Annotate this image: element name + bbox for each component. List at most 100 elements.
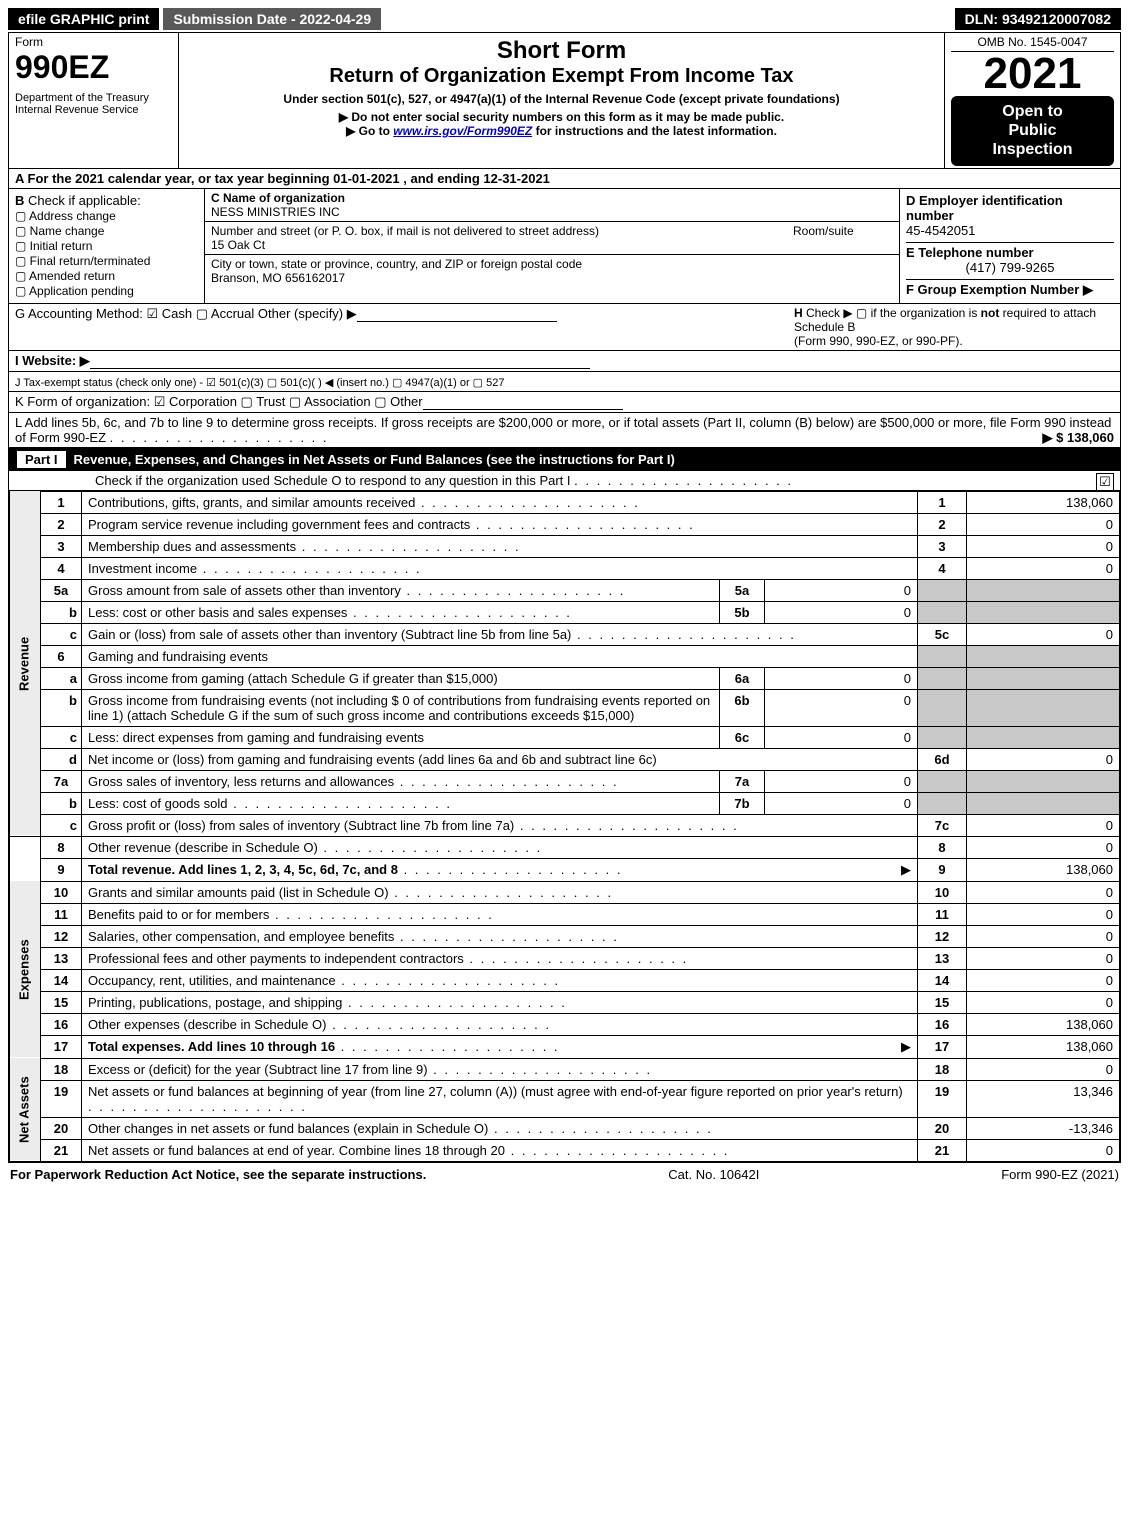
l15-val: 0 bbox=[967, 991, 1120, 1013]
submission-date-button[interactable]: Submission Date - 2022-04-29 bbox=[163, 8, 381, 30]
l17-ln: 17 bbox=[918, 1035, 967, 1058]
l21-val: 0 bbox=[967, 1139, 1120, 1161]
l12-ln: 12 bbox=[918, 925, 967, 947]
l4-ln: 4 bbox=[918, 557, 967, 579]
l3-ln: 3 bbox=[918, 535, 967, 557]
l7c-desc: Gross profit or (loss) from sales of inv… bbox=[88, 818, 514, 833]
part-1-sub: Check if the organization used Schedule … bbox=[95, 473, 571, 488]
l6a-desc: Gross income from gaming (attach Schedul… bbox=[88, 671, 498, 686]
tax-year: 2021 bbox=[951, 52, 1114, 96]
phone-value: (417) 799-9265 bbox=[906, 260, 1114, 275]
open-line-1: Open to bbox=[957, 102, 1108, 121]
l6-num: 6 bbox=[41, 645, 82, 667]
l12-desc: Salaries, other compensation, and employ… bbox=[88, 929, 394, 944]
irs-link[interactable]: www.irs.gov/Form990EZ bbox=[393, 124, 532, 138]
row-j-tax-exempt: J Tax-exempt status (check only one) - ☑… bbox=[9, 372, 1120, 392]
l10-desc: Grants and similar amounts paid (list in… bbox=[88, 885, 389, 900]
l8-num: 8 bbox=[41, 836, 82, 858]
lines-table: Revenue 1 Contributions, gifts, grants, … bbox=[9, 491, 1120, 1162]
l16-ln: 16 bbox=[918, 1013, 967, 1035]
l3-val: 0 bbox=[967, 535, 1120, 557]
addr-label: Number and street (or P. O. box, if mail… bbox=[211, 224, 599, 238]
efile-button[interactable]: efile GRAPHIC print bbox=[8, 8, 159, 30]
l9-num: 9 bbox=[41, 858, 82, 881]
l6c-sl: 6c bbox=[720, 726, 765, 748]
l6a-sl: 6a bbox=[720, 667, 765, 689]
l3-num: 3 bbox=[41, 535, 82, 557]
city-label: City or town, state or province, country… bbox=[211, 257, 582, 271]
chk-final-return[interactable]: Final return/terminated bbox=[15, 254, 198, 268]
l7b-desc: Less: cost of goods sold bbox=[88, 796, 227, 811]
l8-desc: Other revenue (describe in Schedule O) bbox=[88, 840, 318, 855]
revenue-label: Revenue bbox=[10, 491, 41, 836]
l5a-sv: 0 bbox=[765, 579, 918, 601]
l6b-sl: 6b bbox=[720, 689, 765, 726]
l11-val: 0 bbox=[967, 903, 1120, 925]
l21-num: 21 bbox=[41, 1139, 82, 1161]
l6b-desc: Gross income from fundraising events (no… bbox=[88, 693, 710, 723]
chk-initial-return[interactable]: Initial return bbox=[15, 239, 198, 253]
form-word: Form bbox=[15, 35, 172, 49]
part-1-check[interactable]: ☑ bbox=[1096, 473, 1114, 491]
l6b-num: b bbox=[41, 689, 82, 726]
l7b-sl: 7b bbox=[720, 792, 765, 814]
dept-line-1: Department of the Treasury bbox=[15, 92, 172, 104]
l7c-ln: 7c bbox=[918, 814, 967, 836]
l7a-desc: Gross sales of inventory, less returns a… bbox=[88, 774, 394, 789]
l7c-val: 0 bbox=[967, 814, 1120, 836]
l18-desc: Excess or (deficit) for the year (Subtra… bbox=[88, 1062, 428, 1077]
l9-val: 138,060 bbox=[967, 858, 1120, 881]
h-text3: (Form 990, 990-EZ, or 990-PF). bbox=[794, 334, 963, 348]
h-label: H bbox=[794, 306, 803, 320]
l7a-num: 7a bbox=[41, 770, 82, 792]
e-phone-label: E Telephone number bbox=[906, 245, 1034, 260]
chk-address-change[interactable]: Address change bbox=[15, 209, 198, 223]
expenses-label: Expenses bbox=[10, 881, 41, 1058]
l13-num: 13 bbox=[41, 947, 82, 969]
part-1-header: Part I Revenue, Expenses, and Changes in… bbox=[9, 448, 1120, 471]
l4-num: 4 bbox=[41, 557, 82, 579]
ein-value: 45-4542051 bbox=[906, 223, 975, 238]
chk-application-pending[interactable]: Application pending bbox=[15, 284, 198, 298]
l12-val: 0 bbox=[967, 925, 1120, 947]
l6a-num: a bbox=[41, 667, 82, 689]
l14-val: 0 bbox=[967, 969, 1120, 991]
l2-ln: 2 bbox=[918, 513, 967, 535]
l17-desc: Total expenses. Add lines 10 through 16 bbox=[88, 1039, 335, 1054]
l5c-desc: Gain or (loss) from sale of assets other… bbox=[88, 627, 571, 642]
dln-label: DLN: 93492120007082 bbox=[955, 8, 1121, 30]
l6c-num: c bbox=[41, 726, 82, 748]
row-a-tax-year: A For the 2021 calendar year, or tax yea… bbox=[9, 169, 1120, 189]
open-to-public-badge: Open to Public Inspection bbox=[951, 96, 1114, 166]
l19-val: 13,346 bbox=[967, 1080, 1120, 1117]
l18-val: 0 bbox=[967, 1058, 1120, 1080]
l4-val: 0 bbox=[967, 557, 1120, 579]
h-not: not bbox=[981, 306, 1000, 320]
b-label: B bbox=[15, 193, 24, 208]
l5c-val: 0 bbox=[967, 623, 1120, 645]
l16-val: 138,060 bbox=[967, 1013, 1120, 1035]
chk-amended-return[interactable]: Amended return bbox=[15, 269, 198, 283]
l9-ln: 9 bbox=[918, 858, 967, 881]
l2-num: 2 bbox=[41, 513, 82, 535]
l1-num: 1 bbox=[41, 491, 82, 513]
room-suite-label: Room/suite bbox=[793, 224, 893, 238]
l5a-desc: Gross amount from sale of assets other t… bbox=[88, 583, 401, 598]
chk-name-change[interactable]: Name change bbox=[15, 224, 198, 238]
d-ein-label: D Employer identification number bbox=[906, 193, 1063, 223]
note-post: for instructions and the latest informat… bbox=[532, 124, 777, 138]
l7b-num: b bbox=[41, 792, 82, 814]
l10-ln: 10 bbox=[918, 881, 967, 903]
l18-num: 18 bbox=[41, 1058, 82, 1080]
l14-ln: 14 bbox=[918, 969, 967, 991]
l15-ln: 15 bbox=[918, 991, 967, 1013]
footer-right: Form 990-EZ (2021) bbox=[1001, 1167, 1119, 1182]
check-if-label: Check if applicable: bbox=[28, 193, 141, 208]
l1-desc: Contributions, gifts, grants, and simila… bbox=[88, 495, 415, 510]
l19-desc: Net assets or fund balances at beginning… bbox=[88, 1084, 903, 1099]
l5a-num: 5a bbox=[41, 579, 82, 601]
l6c-desc: Less: direct expenses from gaming and fu… bbox=[88, 730, 424, 745]
l7c-num: c bbox=[41, 814, 82, 836]
netassets-label: Net Assets bbox=[10, 1058, 41, 1161]
l13-desc: Professional fees and other payments to … bbox=[88, 951, 464, 966]
